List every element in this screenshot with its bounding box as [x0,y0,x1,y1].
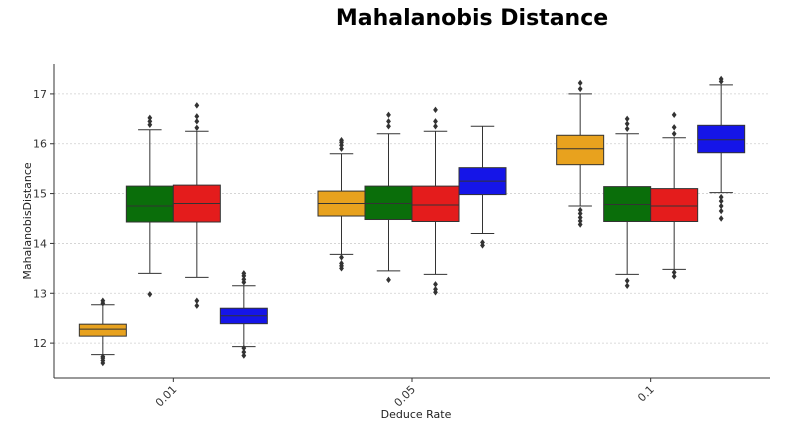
outlier-point [386,118,391,125]
outlier-point [241,348,247,356]
box-plot [603,115,652,289]
y-tick-label: 17 [33,88,47,101]
box-iqr [650,188,699,222]
outlier-point [577,214,583,221]
y-tick-label: 13 [33,287,47,300]
box-iqr [697,124,746,154]
outlier-point [241,276,247,283]
outlier-point [718,202,724,210]
box-iqr [125,185,174,223]
outlier-point [624,277,630,285]
x-tick-label: 0.01 [153,383,180,410]
box-plot [458,125,507,249]
outlier-point [194,113,200,120]
box-plot [556,79,605,228]
outlier-point [241,352,247,359]
outlier-point [718,207,724,215]
outlier-point [433,281,438,288]
box-iqr [364,185,413,221]
outlier-point [194,302,200,309]
outlier-point [241,270,247,277]
outlier-point [671,124,677,131]
outlier-point [339,254,344,261]
outlier-point [718,197,724,205]
outlier-point [671,269,677,276]
outlier-point [577,79,583,87]
outlier-point [718,215,724,222]
y-tick-label: 15 [33,188,47,201]
box-plot [411,106,460,296]
outlier-point [624,115,630,123]
box-plot [317,137,366,272]
outlier-point [480,239,485,246]
outlier-point [386,276,391,284]
x-tick-label: 0.1 [635,383,657,405]
y-axis-label: MahalanobisDistance [21,162,34,280]
outlier-point [718,193,724,201]
outlier-point [147,118,153,125]
box-plot [697,75,746,222]
box-plot [650,111,699,280]
box-plot [172,102,221,309]
box-iqr [78,323,127,337]
outlier-point [433,286,438,293]
y-tick-label: 14 [33,237,47,250]
outlier-point [100,297,106,304]
outlier-point [147,291,153,298]
outlier-point [386,123,391,130]
outlier-point [194,124,200,131]
outlier-point [577,85,583,93]
outlier-point [577,217,583,225]
box-plot [219,270,268,359]
x-tick-label: 0.05 [392,383,419,410]
y-tick-label: 12 [33,337,47,350]
x-axis-label: Deduce Rate [381,408,452,421]
outlier-point [577,210,583,217]
outlier-point [339,137,344,144]
outlier-point [100,353,106,360]
outlier-point [671,130,677,137]
outlier-point [433,106,438,114]
outlier-point [241,344,247,352]
outlier-point [577,221,583,228]
outlier-point [339,145,344,152]
outlier-point [194,118,200,125]
outlier-point [671,273,677,280]
outlier-point [194,102,200,109]
box-plot [125,114,174,298]
outlier-point [718,75,724,83]
outlier-point [194,297,200,304]
box-plot [364,111,413,284]
outlier-point [433,118,438,125]
outlier-point [339,260,344,267]
y-tick-label: 16 [33,138,47,151]
outlier-point [386,111,391,119]
box-iqr [411,185,460,222]
chart-title: Mahalanobis Distance [335,6,609,31]
outlier-point [577,206,583,214]
outlier-point [147,121,153,129]
box-plot [78,297,127,367]
outlier-point [671,111,677,119]
outlier-point [624,120,630,128]
outlier-point [433,123,438,130]
box-iqr [556,134,605,166]
outlier-point [624,282,630,289]
outlier-point [624,125,630,132]
outlier-point [147,114,153,122]
